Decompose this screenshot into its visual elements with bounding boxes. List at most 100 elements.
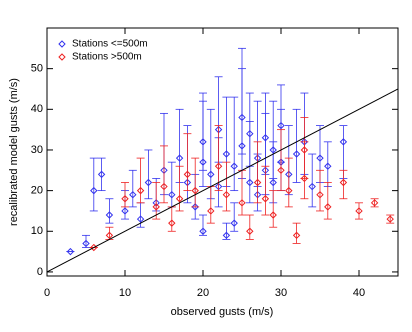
error-bar	[167, 161, 176, 208]
point	[66, 247, 75, 256]
error-bar	[89, 157, 98, 212]
error-bar	[277, 129, 285, 192]
point	[105, 211, 114, 219]
point	[144, 178, 153, 187]
y-tick-label: 30	[31, 144, 43, 156]
error-bar	[292, 222, 301, 244]
point	[121, 207, 129, 215]
x-tick-label: 10	[119, 287, 131, 299]
point	[300, 146, 309, 154]
error-bar	[269, 190, 278, 228]
x-tick-label: 40	[353, 287, 365, 299]
point	[316, 154, 324, 162]
x-tick-label: 20	[197, 287, 209, 299]
point	[230, 219, 238, 227]
y-tick-label: 20	[31, 185, 43, 197]
point	[222, 231, 231, 240]
point	[324, 203, 332, 211]
error-bar	[160, 145, 168, 204]
point	[152, 203, 160, 211]
point	[175, 154, 184, 162]
error-bar	[245, 214, 254, 240]
point	[308, 182, 316, 191]
point	[246, 129, 254, 138]
error-bar	[245, 92, 254, 167]
error-bar	[206, 186, 215, 224]
point	[191, 186, 199, 195]
y-tick-label: 0	[37, 266, 43, 278]
error-bar	[339, 169, 348, 200]
point	[300, 174, 309, 183]
point	[222, 190, 231, 199]
point	[129, 190, 137, 199]
point	[105, 231, 114, 240]
error-bar	[121, 182, 129, 208]
point	[183, 170, 192, 179]
x-tick-label: 30	[275, 287, 287, 299]
point	[207, 170, 215, 179]
point	[199, 227, 207, 235]
error-bar	[152, 182, 161, 220]
point	[355, 207, 363, 215]
legend-marker	[58, 53, 66, 61]
error-bar	[128, 169, 137, 208]
error-bar	[199, 92, 207, 171]
error-bar	[323, 141, 332, 187]
point	[238, 113, 246, 122]
point	[175, 195, 184, 203]
y-tick-label: 10	[31, 225, 43, 237]
point	[246, 178, 254, 187]
error-bar	[238, 47, 246, 155]
point	[199, 138, 207, 146]
reference-line	[46, 88, 399, 273]
legend-label: Stations <=500m	[72, 39, 148, 50]
point	[253, 178, 262, 187]
point	[246, 227, 254, 235]
error-bar	[230, 202, 239, 232]
error-bar	[199, 214, 207, 236]
point	[261, 195, 270, 203]
point	[207, 207, 215, 215]
point	[82, 239, 90, 248]
point	[136, 215, 145, 223]
y-axis-label: recalibrated model gusts (m/s)	[8, 78, 20, 226]
error-bar	[175, 165, 184, 212]
y-tick-label: 40	[31, 103, 43, 115]
x-axis-label: observed gusts (m/s)	[171, 306, 274, 318]
point	[269, 178, 277, 187]
point	[168, 190, 176, 199]
error-bar	[300, 117, 309, 179]
error-bar	[183, 133, 192, 192]
legend-label: Stations >500m	[72, 52, 142, 63]
error-bar	[355, 202, 363, 220]
point	[168, 219, 176, 227]
error-bar	[261, 165, 270, 216]
error-bar	[82, 234, 90, 248]
plot-frame	[46, 27, 399, 277]
point	[160, 182, 168, 191]
point	[339, 138, 348, 146]
error-bar	[230, 96, 239, 192]
point	[269, 211, 277, 219]
point	[292, 150, 301, 158]
point	[386, 215, 394, 223]
error-bar	[284, 157, 293, 208]
point	[238, 199, 246, 207]
legend-marker	[58, 40, 66, 48]
error-bar	[214, 125, 223, 192]
error-bar	[323, 182, 332, 220]
error-bar	[136, 157, 145, 204]
error-bar	[292, 108, 301, 183]
point	[136, 186, 145, 195]
point	[191, 203, 199, 211]
point	[316, 190, 324, 199]
error-bar	[308, 153, 317, 208]
error-bar	[105, 198, 114, 224]
point	[339, 178, 348, 187]
error-bar	[253, 141, 262, 204]
point	[90, 186, 98, 195]
point	[370, 199, 379, 207]
point	[222, 150, 231, 158]
point	[214, 162, 223, 170]
